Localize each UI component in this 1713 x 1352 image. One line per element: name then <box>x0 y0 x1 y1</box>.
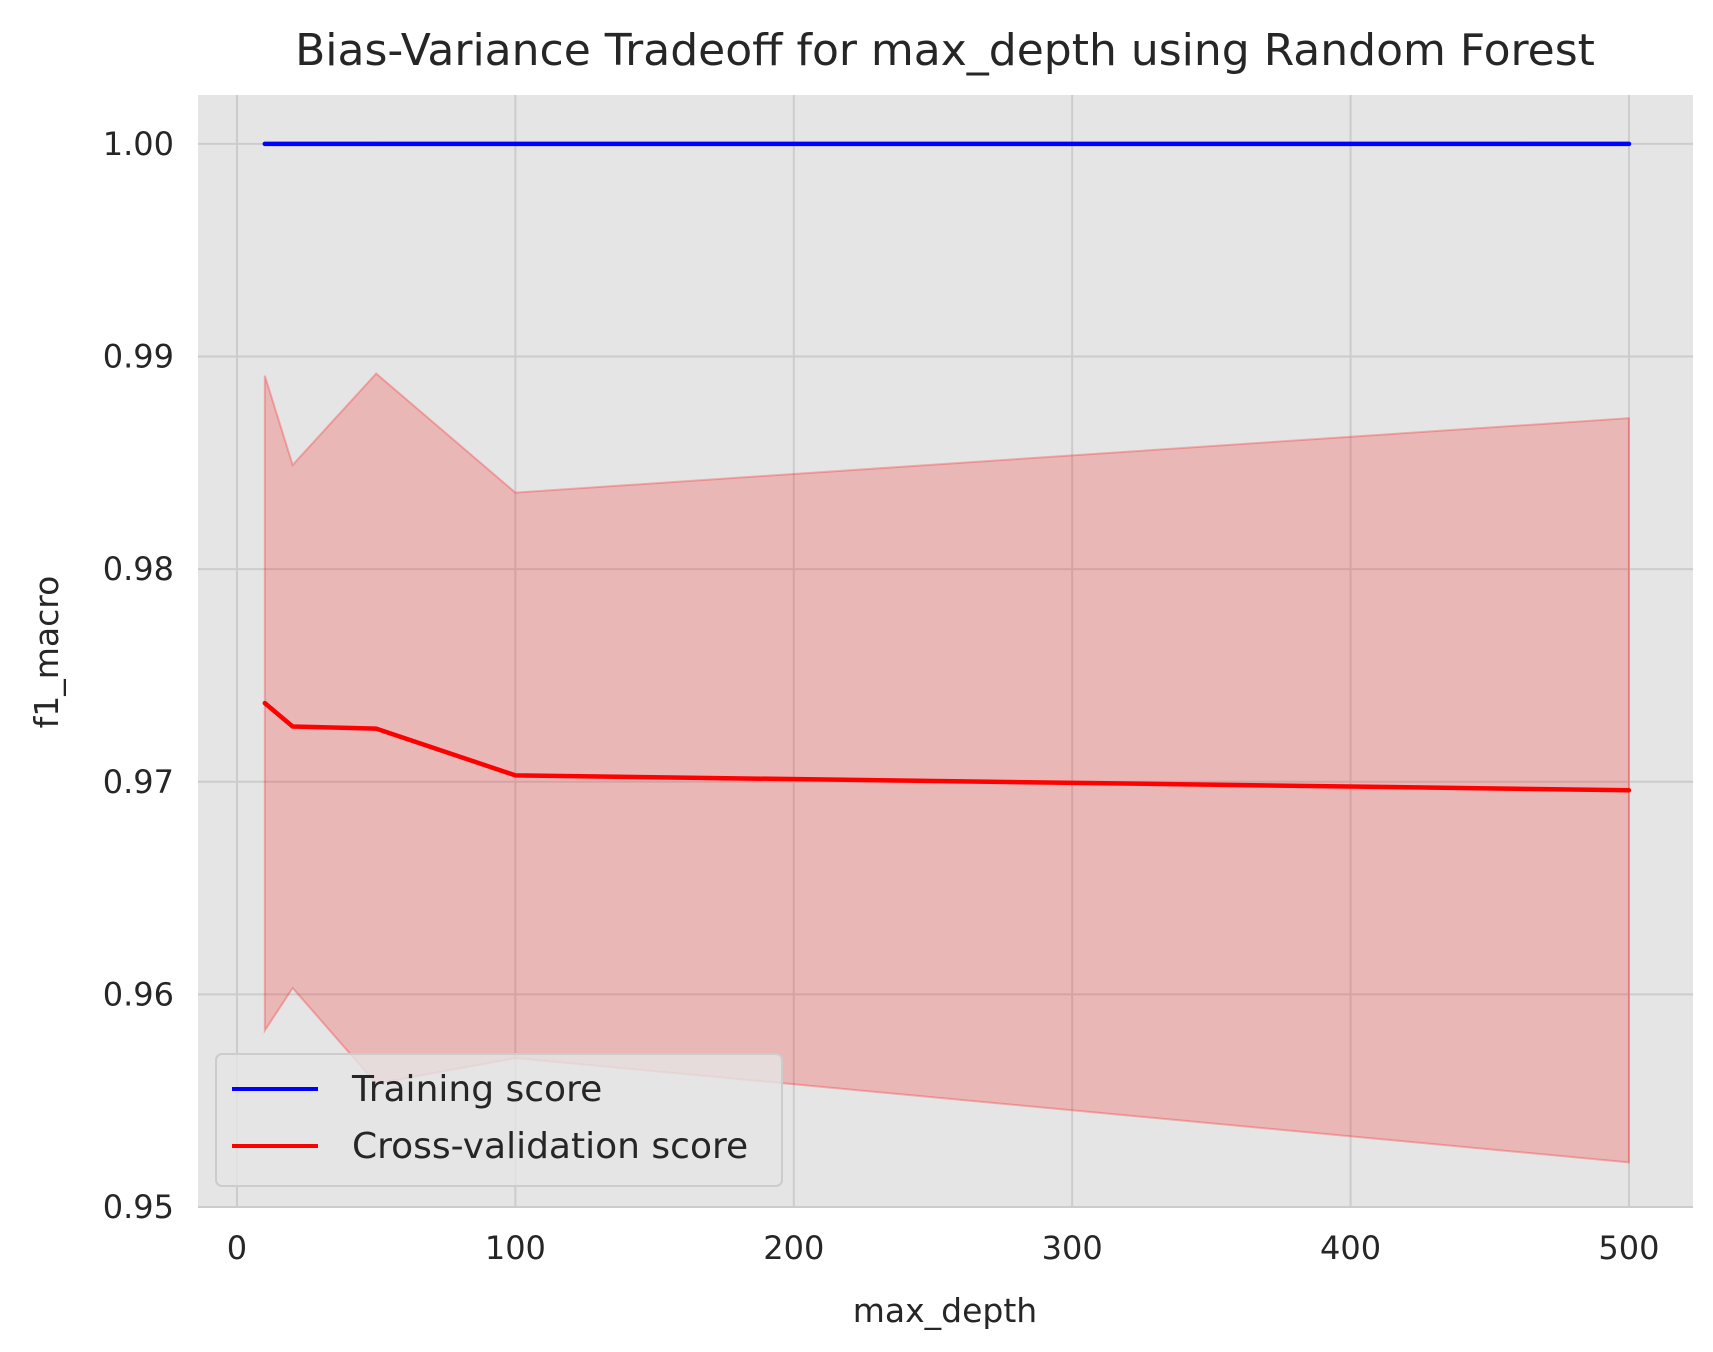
x-tick-label: 100 <box>485 1229 546 1267</box>
y-tick-label: 1.00 <box>103 125 174 163</box>
y-tick-label: 0.96 <box>103 975 174 1013</box>
series-lines <box>262 141 1632 793</box>
y-tick-label: 0.99 <box>103 338 174 376</box>
y-axis-label: f1_macro <box>27 576 66 729</box>
x-axis-ticks: 0 100 200 300 400 500 <box>227 1229 1660 1267</box>
x-tick-label: 300 <box>1042 1229 1103 1267</box>
confidence-bands <box>263 372 1630 1164</box>
grid <box>198 95 1693 1208</box>
x-tick-label: 400 <box>1320 1229 1381 1267</box>
cross-validation-score-band <box>263 372 1630 1164</box>
legend-label-training: Training score <box>351 1069 602 1110</box>
y-tick-label: 0.95 <box>103 1188 174 1226</box>
x-tick-label: 0 <box>227 1229 247 1267</box>
plot-area <box>198 95 1693 1207</box>
x-tick-label: 500 <box>1598 1229 1659 1267</box>
legend-box <box>215 1053 783 1187</box>
x-tick-label: 200 <box>763 1229 824 1267</box>
y-tick-label: 0.98 <box>103 550 174 588</box>
y-axis-ticks: 0.95 0.96 0.97 0.98 0.99 1.00 <box>103 125 174 1226</box>
x-axis-label: max_depth <box>853 1291 1037 1330</box>
y-tick-label: 0.97 <box>103 763 174 801</box>
cross-validation-score-line <box>262 700 1632 793</box>
chart-title: Bias-Variance Tradeoff for max_depth usi… <box>295 25 1595 76</box>
legend-label-cross-validation: Cross-validation score <box>352 1126 748 1167</box>
legend: Training score Cross-validation score <box>215 1053 783 1187</box>
